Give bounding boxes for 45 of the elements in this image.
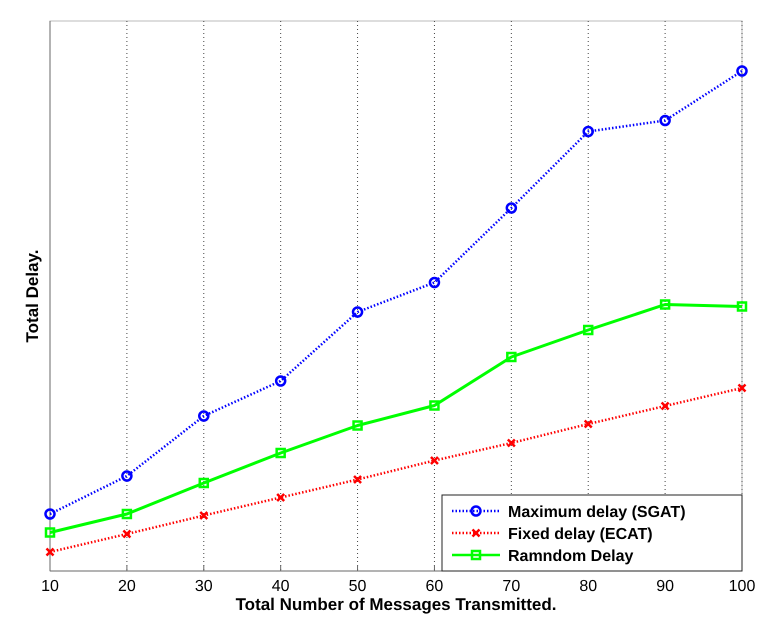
x-tick-label: 50	[348, 578, 367, 595]
point	[352, 474, 362, 484]
point	[198, 478, 210, 488]
point	[506, 202, 518, 214]
x-tick-label: 90	[656, 578, 674, 595]
point	[582, 126, 594, 138]
point	[660, 401, 670, 411]
point	[276, 492, 286, 502]
point	[737, 383, 747, 393]
point	[583, 419, 593, 429]
x-tick-label: 70	[502, 578, 520, 595]
point	[506, 352, 517, 362]
point	[659, 114, 671, 126]
point	[44, 508, 56, 520]
legend-label: Ramndom Delay	[508, 548, 634, 565]
point	[199, 510, 209, 520]
point	[428, 276, 440, 288]
point	[736, 65, 748, 77]
point	[121, 470, 133, 482]
legend-label: Maximum delay (SGAT)	[508, 504, 686, 521]
point	[274, 375, 286, 387]
point	[275, 448, 286, 458]
legend-label: Fixed delay (ECAT)	[508, 526, 653, 543]
x-tick-label: 80	[579, 578, 598, 595]
point	[660, 299, 670, 310]
x-tick-label: 40	[272, 578, 290, 595]
point	[506, 438, 516, 448]
point	[352, 306, 364, 318]
x-tick-label: 20	[118, 578, 136, 595]
point	[198, 410, 210, 422]
x-tick-label: 10	[41, 578, 59, 595]
point	[582, 324, 594, 336]
x-tick-label: 60	[426, 578, 444, 595]
x-tick-label: 30	[194, 578, 213, 595]
point	[122, 529, 132, 539]
point	[430, 456, 440, 466]
point	[736, 301, 748, 312]
point	[352, 420, 363, 431]
x-axis-title: Total Number of Messages Transmitted.	[236, 595, 556, 614]
point	[122, 508, 132, 520]
y-axis-title: Total Delay.	[23, 250, 42, 342]
point	[45, 547, 55, 557]
point	[429, 400, 440, 411]
x-tick-label: 100	[728, 578, 756, 595]
point	[44, 527, 56, 538]
